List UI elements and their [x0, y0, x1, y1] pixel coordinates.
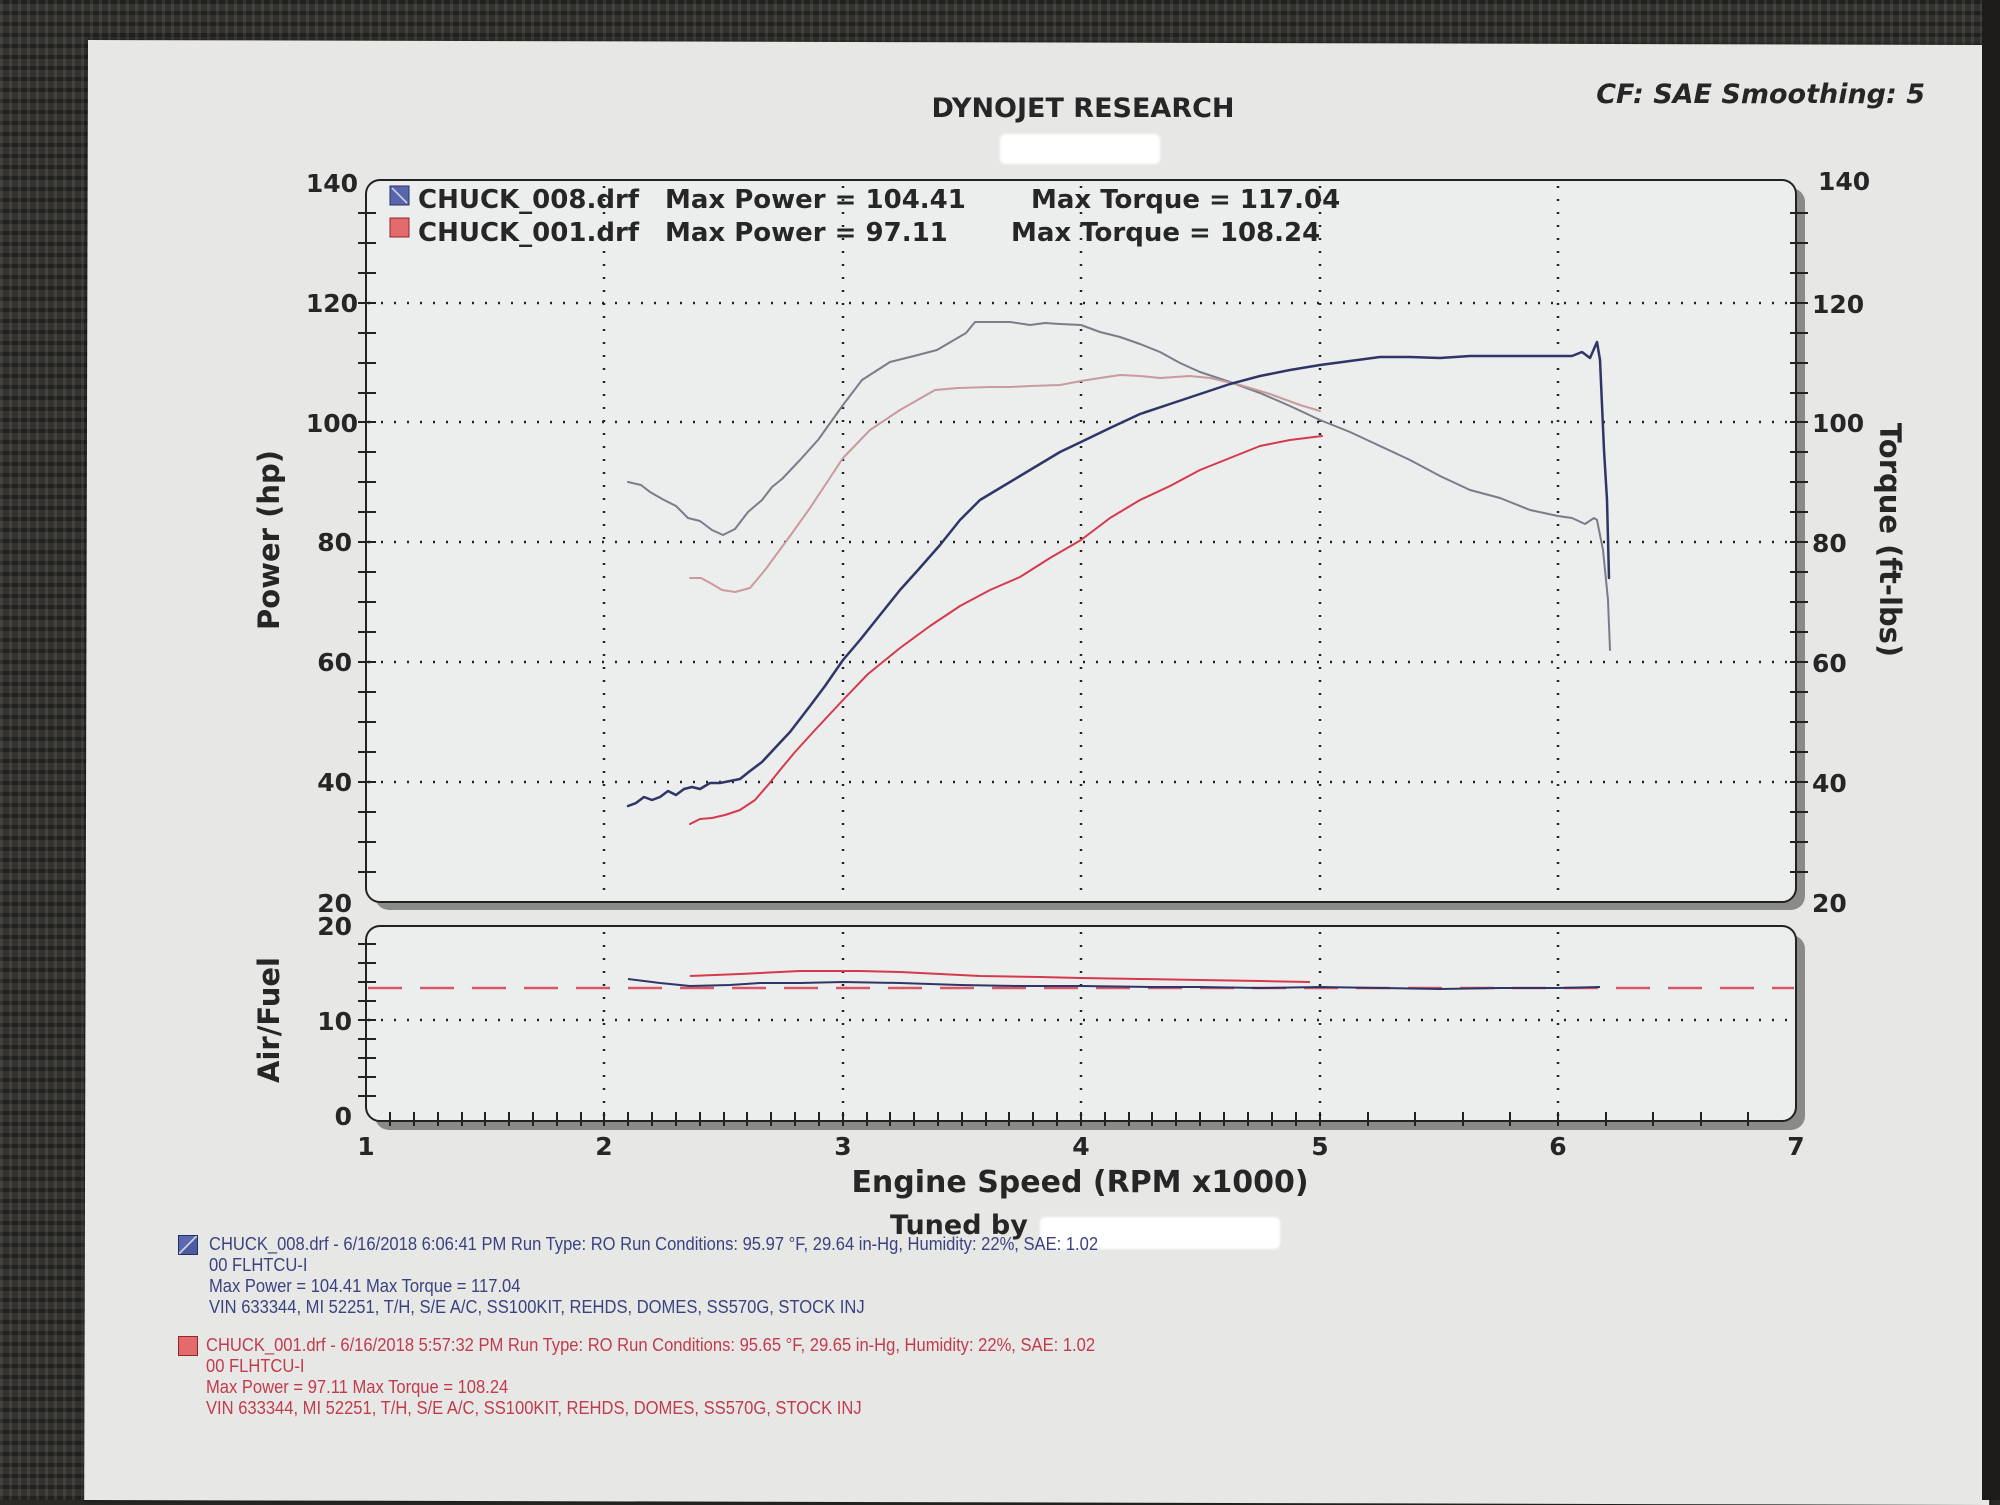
torque-curve-008: [627, 321, 1611, 651]
svg-text:120: 120: [1812, 290, 1864, 319]
legend-file-1: CHUCK_008.drf: [418, 185, 640, 215]
power-curve-008: [626, 340, 1611, 808]
x-axis-labels: 1 2 3 4 5 6 7: [357, 1132, 1804, 1161]
run-008-line3: Max Power = 104.41 Max Torque = 117.04: [209, 1276, 521, 1296]
left-axis-labels: 140 120 100 80 60 40 20: [306, 169, 358, 918]
svg-text:120: 120: [306, 289, 358, 318]
svg-text:80: 80: [317, 528, 352, 557]
afr-curve-001: [689, 970, 1311, 983]
afr-gridlines: [368, 932, 1794, 1118]
legend-torque-2: Max Torque = 108.24: [1011, 218, 1320, 248]
run-008-line1: CHUCK_008.drf - 6/16/2018 6:06:41 PM Run…: [209, 1234, 1099, 1254]
legend-power-2: Max Power = 97.11: [665, 218, 948, 248]
svg-text:20: 20: [317, 912, 352, 941]
legend-power-1: Max Power = 104.41: [665, 185, 966, 215]
legend-swatch-red: [389, 217, 410, 238]
x-axis-ticks: [389, 1112, 1749, 1126]
svg-text:5: 5: [1311, 1132, 1328, 1161]
svg-text:20: 20: [1812, 889, 1847, 918]
right-axis-ticks: [1790, 212, 1808, 873]
chart-title: DYNOJET RESEARCH: [931, 93, 1234, 124]
svg-text:20: 20: [317, 889, 352, 918]
run-swatch-001: [178, 1336, 198, 1356]
afr-axis-labels: 20 10 0: [317, 912, 352, 1131]
right-axis-labels: 140 120 100 80 60 40 20: [1812, 167, 1870, 918]
run-001-line1: CHUCK_001.drf - 6/16/2018 5:57:32 PM Run…: [206, 1335, 1096, 1355]
svg-text:80: 80: [1812, 529, 1847, 558]
run-001-line2: 00 FLHTCU-I: [206, 1356, 305, 1376]
legend-file-2: CHUCK_001.drf: [418, 218, 640, 248]
right-axis-title: Torque (ft-lbs): [1873, 423, 1907, 657]
power-curve-001: [689, 435, 1323, 825]
run-swatch-008: [178, 1235, 198, 1255]
svg-text:3: 3: [834, 1132, 851, 1161]
afr-axis-title: Air/Fuel: [252, 957, 286, 1083]
run-008-line2: 00 FLHTCU-I: [209, 1255, 308, 1275]
svg-text:40: 40: [1812, 769, 1847, 798]
run-info-001: CHUCK_001.drf - 6/16/2018 5:57:32 PM Run…: [206, 1335, 1095, 1419]
svg-text:1: 1: [357, 1132, 374, 1161]
svg-text:140: 140: [306, 169, 358, 198]
run-008-line4: VIN 633344, MI 52251, T/H, S/E A/C, SS10…: [209, 1297, 865, 1317]
svg-text:10: 10: [317, 1007, 352, 1036]
chart-legend: CHUCK_008.drf Max Power = 104.41 Max Tor…: [389, 185, 1340, 248]
svg-text:60: 60: [317, 648, 352, 677]
afr-curve-008: [627, 978, 1601, 990]
svg-text:4: 4: [1072, 1132, 1089, 1161]
tuned-by-label: Tuned by: [890, 1210, 1028, 1241]
run-info-008: CHUCK_008.drf - 6/16/2018 6:06:41 PM Run…: [209, 1234, 1098, 1318]
svg-text:140: 140: [1818, 167, 1870, 196]
svg-text:6: 6: [1549, 1132, 1566, 1161]
afr-left-ticks: [358, 943, 376, 1097]
afr-curves: [368, 970, 1794, 990]
torque-curve-001: [689, 374, 1321, 593]
x-axis-title: Engine Speed (RPM x1000): [851, 1165, 1308, 1200]
svg-text:2: 2: [595, 1132, 612, 1161]
redacted-subtitle: [1000, 134, 1160, 164]
redacted-tuner-name: [1040, 1217, 1280, 1249]
svg-text:100: 100: [1812, 409, 1864, 438]
legend-torque-1: Max Torque = 117.04: [1031, 185, 1340, 215]
svg-text:7: 7: [1787, 1132, 1804, 1161]
run-001-line4: VIN 633344, MI 52251, T/H, S/E A/C, SS10…: [206, 1398, 862, 1418]
main-curves: [626, 321, 1611, 825]
correction-factor-label: CF: SAE Smoothing: 5: [1596, 79, 1925, 110]
svg-text:40: 40: [317, 768, 352, 797]
main-gridlines: [368, 186, 1794, 900]
svg-text:100: 100: [306, 409, 358, 438]
left-axis-ticks: [358, 212, 376, 873]
run-001-line3: Max Power = 97.11 Max Torque = 108.24: [206, 1377, 509, 1397]
svg-text:60: 60: [1812, 649, 1847, 678]
background-edge: [1982, 0, 2000, 1500]
svg-text:0: 0: [335, 1102, 352, 1131]
left-axis-title: Power (hp): [252, 450, 286, 630]
